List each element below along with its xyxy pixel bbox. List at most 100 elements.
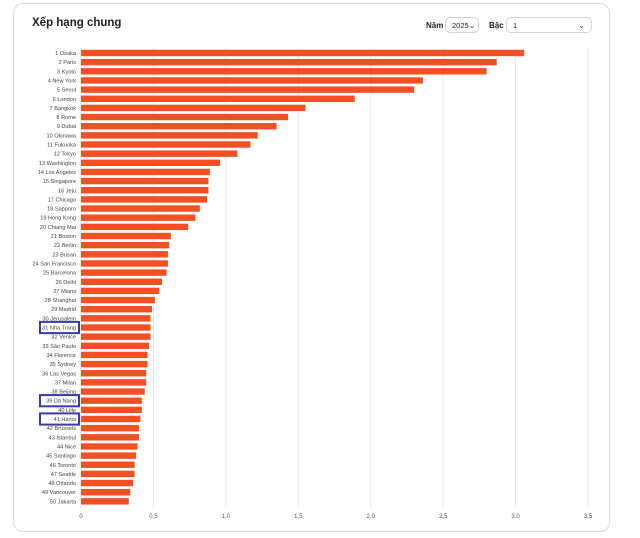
bar: [81, 370, 147, 377]
category-label: 43 Istanbul: [49, 435, 76, 441]
bar: [81, 223, 189, 231]
bar: [81, 187, 209, 194]
category-label: 6 London: [53, 97, 76, 103]
category-label: 34 Florence: [46, 353, 76, 359]
bar: [81, 415, 141, 423]
tier-select-value: 1: [513, 20, 518, 30]
category-label: 41 Hanoi: [54, 417, 76, 423]
bar: [81, 479, 134, 487]
category-label: 9 Dubai: [57, 124, 76, 130]
bar: [81, 196, 208, 203]
category-label: 1 Osaka: [55, 51, 77, 57]
category-label: 46 Toronto: [50, 463, 76, 469]
bar: [81, 141, 251, 148]
x-tick-label: 2,0: [367, 514, 376, 520]
category-label: 37 Milan: [55, 380, 76, 386]
category-label: 48 Orlando: [48, 481, 76, 487]
bar: [81, 113, 289, 121]
bar: [81, 360, 148, 368]
bar: [81, 241, 170, 249]
year-label: Năm: [426, 21, 444, 30]
category-label: 39 Da Nang: [46, 399, 76, 405]
x-tick-label: 1,5: [294, 514, 303, 520]
category-label: 38 Beijing: [51, 390, 76, 396]
category-label: 14 Los Angeles: [38, 170, 76, 176]
category-label: 19 Hong Kong: [40, 216, 76, 222]
tier-label: Bậc: [489, 21, 504, 30]
page-title: Xếp hạng chung: [32, 17, 122, 29]
x-tick-label: 0: [79, 514, 83, 520]
bar: [81, 86, 415, 93]
category-label: 13 Washington: [39, 161, 76, 167]
tier-select[interactable]: 1 ⌄: [506, 17, 592, 33]
bar: [81, 251, 168, 258]
bar: [81, 132, 258, 139]
bar: [81, 324, 151, 331]
bar: [81, 232, 171, 240]
category-label: 5 Seoul: [57, 88, 76, 94]
category-label: 12 Tokyo: [54, 152, 76, 158]
bar: [81, 461, 135, 468]
bar: [81, 489, 131, 496]
category-label: 25 Barcelona: [43, 271, 77, 277]
year-select-value: 2025: [452, 20, 469, 30]
x-tick-label: 0,5: [149, 514, 158, 520]
category-label: 32 Venice: [51, 335, 76, 341]
category-label: 42 Brussels: [47, 426, 76, 432]
category-label: 26 Delhi: [55, 280, 76, 286]
bar: [81, 177, 209, 185]
category-label: 17 Chicago: [48, 197, 76, 203]
category-label: 45 Santiago: [46, 454, 76, 460]
bar: [81, 470, 135, 478]
bar: [81, 434, 139, 441]
highlight-box: [39, 412, 80, 426]
category-label: 44 Nice: [57, 444, 76, 450]
bar: [81, 104, 306, 112]
category-label: 7 Bangkok: [50, 106, 77, 112]
category-label: 2 Paris: [59, 60, 77, 66]
category-label: 15 Singapore: [43, 179, 76, 185]
bar: [81, 333, 151, 340]
bar: [81, 388, 145, 395]
bar: [81, 95, 355, 102]
category-label: 33 São Paulo: [42, 344, 76, 350]
bar: [81, 406, 142, 414]
bar: [81, 379, 147, 386]
bar: [81, 49, 525, 57]
bar: [81, 123, 277, 130]
category-label: 20 Chiang Mai: [40, 225, 76, 231]
category-label: 3 Kyoto: [57, 69, 76, 75]
chevron-down-icon: ⌄: [578, 20, 585, 30]
bar: [81, 296, 155, 304]
bar: [81, 77, 423, 84]
bar: [81, 150, 238, 157]
bar: [81, 351, 148, 359]
category-label: 40 Lille: [58, 408, 76, 414]
category-label: 27 Miami: [53, 289, 76, 295]
bar: [81, 269, 167, 276]
category-label: 31 Nha Trang: [42, 326, 76, 332]
bar: [81, 306, 152, 313]
bar: [81, 205, 200, 212]
x-tick-label: 1,0: [222, 514, 231, 520]
category-label: 10 Okinawa: [46, 133, 76, 139]
category-label: 18 Sapporo: [47, 207, 76, 213]
bar: [81, 287, 160, 295]
bar: [81, 68, 487, 75]
highlight-box: [39, 394, 80, 408]
category-label: 23 Busan: [52, 252, 76, 258]
category-label: 11 Fukuoka: [47, 143, 77, 149]
highlight-box: [39, 320, 80, 335]
bar: [81, 452, 137, 459]
year-select[interactable]: 2025 ⌄: [445, 17, 479, 33]
category-label: 47 Seattle: [51, 472, 76, 478]
category-label: 29 Madrid: [51, 307, 76, 313]
bar: [81, 342, 150, 349]
bar: [81, 214, 196, 221]
x-tick-label: 3,5: [584, 514, 593, 520]
category-label: 4 New York: [48, 78, 76, 84]
category-label: 50 Jakarta: [50, 499, 77, 505]
x-tick-label: 3,0: [511, 514, 520, 520]
category-label: 30 Jerusalem: [42, 316, 76, 322]
